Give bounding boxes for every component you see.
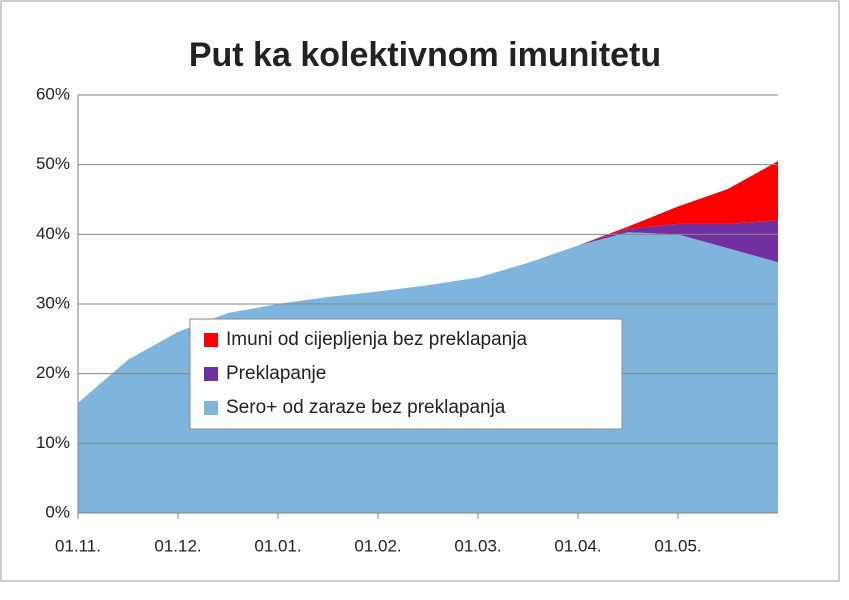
x-tick-label: 01.03. xyxy=(454,536,501,555)
legend-swatch xyxy=(204,401,218,415)
legend-label: Imuni od cijepljenja bez preklapanja xyxy=(226,329,527,350)
x-tick-label: 01.05. xyxy=(654,536,701,555)
x-tick-label: 01.01. xyxy=(254,536,301,555)
x-tick-label: 01.02. xyxy=(354,536,401,555)
legend: Imuni od cijepljenja bez preklapanja Prek… xyxy=(189,318,623,430)
legend-label: Sero+ od zaraze bez preklapanja xyxy=(226,397,506,418)
y-tick-label: 10% xyxy=(36,433,70,452)
y-tick-label: 0% xyxy=(45,502,70,521)
y-tick-label: 50% xyxy=(36,154,70,173)
legend-swatch xyxy=(204,333,218,347)
x-tick-label: 01.12. xyxy=(154,536,201,555)
legend-box xyxy=(189,318,623,430)
y-tick-label: 20% xyxy=(36,363,70,382)
y-tick-label: 30% xyxy=(36,293,70,312)
x-tick-label: 01.04. xyxy=(554,536,601,555)
area xyxy=(78,220,778,403)
chart-title: Put ka kolektivnom imunitetu xyxy=(189,36,661,74)
y-tick-label: 60% xyxy=(36,84,70,103)
x-tick-label: 01.11. xyxy=(55,536,101,555)
y-tick-label: 40% xyxy=(36,224,70,243)
legend-swatch xyxy=(204,367,218,381)
legend-label: Preklapanje xyxy=(226,363,326,384)
